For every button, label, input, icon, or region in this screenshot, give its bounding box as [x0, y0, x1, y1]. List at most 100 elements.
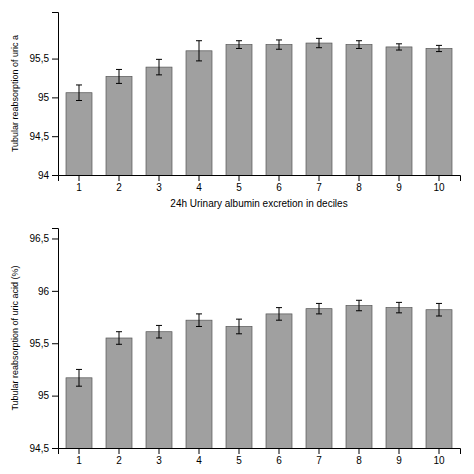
- y-tick: 95: [38, 92, 58, 103]
- x-tick-label: 3: [156, 455, 162, 466]
- error-bar-stem: [159, 325, 160, 338]
- x-tick: 1: [76, 175, 82, 193]
- x-tick-label: 10: [433, 182, 445, 193]
- y-tick-label: 96: [38, 286, 50, 297]
- error-bar-cap-bottom: [116, 344, 122, 345]
- x-tick-label: 9: [396, 455, 402, 466]
- bar: [146, 332, 172, 448]
- error-bar-stem: [79, 85, 80, 101]
- error-bar: [236, 319, 242, 334]
- y-tick: 95,5: [30, 53, 58, 64]
- y-tick: 94,5: [30, 443, 58, 454]
- bar: [386, 47, 412, 175]
- bar: [106, 338, 132, 448]
- error-bar-cap-top: [436, 45, 442, 46]
- y-tick-label: 96,5: [30, 233, 50, 244]
- y-axis-line: [52, 13, 59, 176]
- error-bar-stem: [199, 41, 200, 61]
- y-axis: 9494,59595,5: [30, 13, 59, 181]
- x-tick: 8: [356, 448, 362, 466]
- error-bar-cap-bottom: [116, 83, 122, 84]
- error-bar: [436, 45, 442, 51]
- error-bar-cap-top: [116, 69, 122, 70]
- error-bar-cap-bottom: [156, 74, 162, 75]
- error-bar-stem: [279, 308, 280, 321]
- x-tick: 7: [316, 175, 322, 193]
- y-tick: 96,5: [30, 233, 58, 244]
- bar: [66, 93, 92, 175]
- y-tick-mark: [52, 59, 58, 60]
- error-bar: [316, 38, 322, 47]
- error-bar: [76, 85, 82, 101]
- error-bar-cap-bottom: [156, 338, 162, 339]
- error-bar: [396, 44, 402, 50]
- x-tick-mark: [279, 448, 280, 454]
- x-tick: 6: [276, 448, 282, 466]
- bar: [266, 314, 292, 448]
- y-tick-mark: [52, 175, 58, 176]
- error-bar-stem: [399, 302, 400, 312]
- y-tick-mark: [52, 343, 58, 344]
- panel: 94,59595,59696,512345678910Tubular reabs…: [10, 229, 461, 474]
- error-bar-cap-top: [316, 38, 322, 39]
- x-tick: 8: [356, 175, 362, 193]
- bar: [226, 45, 252, 175]
- x-tick: 4: [196, 175, 202, 193]
- x-tick-mark: [319, 175, 320, 181]
- x-tick: 3: [156, 448, 162, 466]
- x-tick: 3: [156, 175, 162, 193]
- error-bar-cap-top: [396, 302, 402, 303]
- x-axis-line: [59, 449, 461, 455]
- x-tick: 2: [116, 175, 122, 193]
- x-tick: 10: [433, 175, 445, 193]
- error-bar: [116, 69, 122, 83]
- x-tick-label: 6: [276, 182, 282, 193]
- error-bar-stem: [359, 300, 360, 310]
- y-tick-mark: [52, 396, 58, 397]
- error-bar-cap-top: [356, 300, 362, 301]
- error-bar: [236, 41, 242, 49]
- error-bar-stem: [79, 369, 80, 386]
- bar: [306, 43, 332, 175]
- error-bar-cap-bottom: [76, 100, 82, 101]
- x-tick-mark: [159, 175, 160, 181]
- x-tick: 2: [116, 448, 122, 466]
- error-bar: [356, 41, 362, 49]
- x-tick: 5: [236, 448, 242, 466]
- x-tick-label: 1: [76, 455, 82, 466]
- y-axis-title: Tubular reabsorption of uric acid (%): [10, 265, 20, 410]
- x-tick-label: 7: [316, 182, 322, 193]
- x-tick: 6: [276, 175, 282, 193]
- x-tick: 4: [196, 448, 202, 466]
- x-tick-mark: [399, 448, 400, 454]
- bar: [146, 67, 172, 175]
- x-tick: 10: [433, 448, 445, 466]
- x-tick-label: 2: [116, 455, 122, 466]
- error-bar-cap-bottom: [316, 313, 322, 314]
- x-tick-mark: [399, 175, 400, 181]
- error-bar: [116, 332, 122, 345]
- error-bar-stem: [239, 41, 240, 49]
- y-tick-mark: [52, 136, 58, 137]
- x-tick-mark: [359, 448, 360, 454]
- y-tick-mark: [52, 97, 58, 98]
- bar: [386, 308, 412, 448]
- error-bar-stem: [319, 38, 320, 47]
- error-bar-cap-bottom: [196, 326, 202, 327]
- x-tick-label: 2: [116, 182, 122, 193]
- chart-svg: 9494,59595,512345678910Tubular reabsorpt…: [0, 0, 474, 474]
- bar: [426, 48, 452, 175]
- error-bar-cap-bottom: [436, 316, 442, 317]
- error-bar-stem: [239, 319, 240, 334]
- error-bar-cap-top: [76, 84, 82, 85]
- bar: [106, 76, 132, 175]
- x-tick-mark: [279, 175, 280, 181]
- x-tick-mark: [319, 448, 320, 454]
- error-bar-stem: [359, 41, 360, 49]
- error-bar-stem: [319, 303, 320, 313]
- error-bar: [196, 41, 202, 61]
- error-bar-cap-top: [76, 369, 82, 370]
- error-bar-cap-top: [236, 319, 242, 320]
- error-bar: [156, 59, 162, 75]
- error-bar-cap-top: [276, 39, 282, 40]
